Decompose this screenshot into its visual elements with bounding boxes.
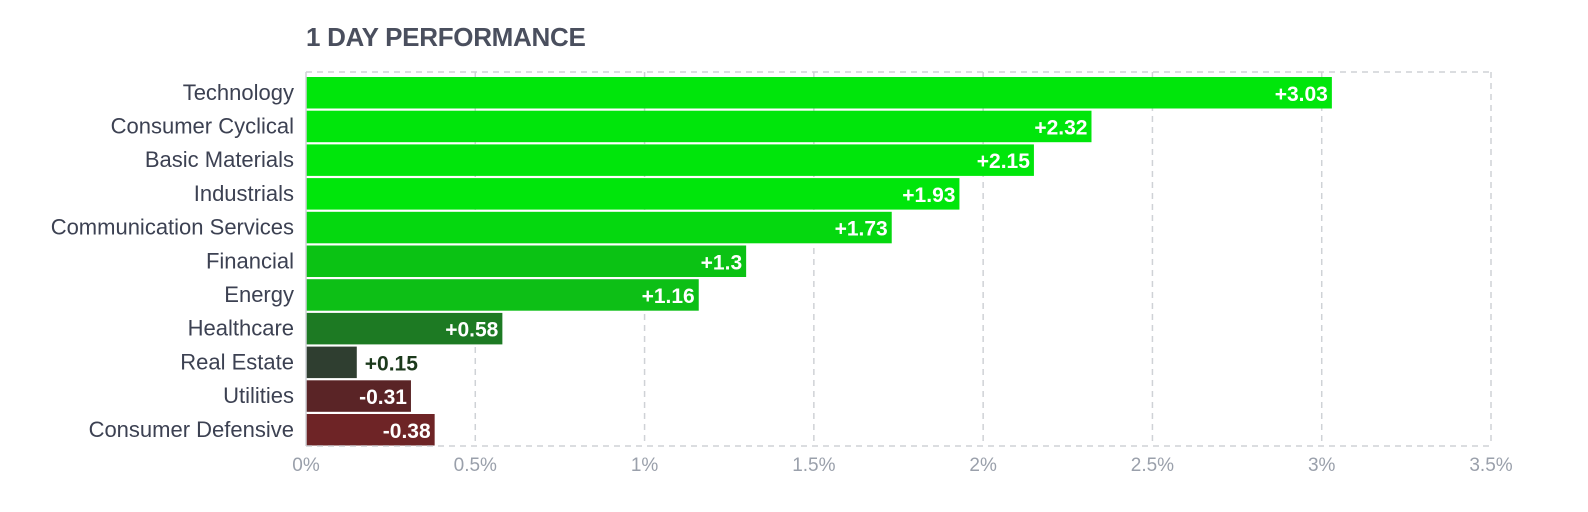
x-tick-label: 2% bbox=[969, 455, 997, 476]
x-tick-label: 1.5% bbox=[792, 455, 835, 476]
bar bbox=[306, 144, 1034, 176]
category-label: Technology bbox=[183, 80, 294, 105]
value-label: -0.38 bbox=[383, 420, 431, 443]
bar bbox=[306, 380, 411, 412]
category-label: Consumer Cyclical bbox=[111, 113, 294, 138]
value-label: +0.15 bbox=[365, 352, 418, 375]
value-label: +1.3 bbox=[701, 251, 742, 274]
x-tick-label: 2.5% bbox=[1131, 455, 1174, 476]
chart-title: 1 DAY PERFORMANCE bbox=[306, 22, 586, 52]
category-label: Healthcare bbox=[188, 316, 294, 341]
bar bbox=[306, 211, 892, 244]
bar bbox=[306, 279, 699, 311]
bar bbox=[306, 312, 503, 345]
bar bbox=[306, 414, 435, 446]
x-tick-label: 3% bbox=[1308, 455, 1336, 476]
x-tick-label: 0% bbox=[292, 455, 320, 476]
category-label: Basic Materials bbox=[145, 147, 294, 172]
bar bbox=[306, 346, 357, 379]
category-label: Industrials bbox=[194, 181, 294, 206]
value-label: -0.31 bbox=[359, 386, 407, 409]
category-label: Consumer Defensive bbox=[89, 417, 294, 442]
x-tick-label: 0.5% bbox=[454, 455, 497, 476]
category-label: Communication Services bbox=[51, 215, 294, 240]
value-label: +2.32 bbox=[1034, 116, 1087, 139]
bar bbox=[306, 77, 1332, 109]
category-label: Energy bbox=[224, 282, 294, 307]
bar bbox=[306, 110, 1092, 143]
category-label: Utilities bbox=[223, 383, 294, 408]
value-label: +0.58 bbox=[445, 319, 498, 342]
bar bbox=[306, 245, 747, 277]
x-tick-label: 3.5% bbox=[1469, 455, 1512, 476]
value-label: +1.16 bbox=[642, 285, 695, 308]
value-label: +1.73 bbox=[835, 218, 888, 241]
bar bbox=[306, 178, 960, 210]
category-label: Financial bbox=[206, 248, 294, 273]
value-label: +2.15 bbox=[977, 150, 1030, 173]
value-label: +3.03 bbox=[1275, 83, 1328, 106]
x-tick-label: 1% bbox=[631, 455, 659, 476]
value-label: +1.93 bbox=[902, 184, 955, 207]
category-label: Real Estate bbox=[180, 349, 294, 374]
